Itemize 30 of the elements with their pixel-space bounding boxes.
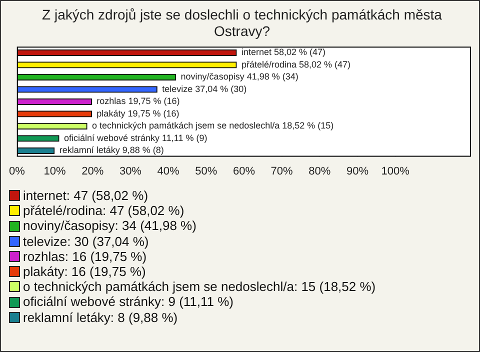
text: plakáty: 16 (19,75 %) <box>23 264 146 280</box>
x-tick-label: 60% <box>232 165 256 178</box>
x-tick-label: 90% <box>346 165 369 178</box>
category-label: televize 37,04 % (30) <box>162 84 247 94</box>
text: přátelé/rodina: 47 (58,02 %) <box>23 203 184 218</box>
x-tick-label: 0% <box>8 165 26 178</box>
text: oficiální webové stránky: 9 (11,11 %) <box>23 294 234 310</box>
x-tick-label: 50% <box>195 165 218 178</box>
x-tick-label: 40% <box>157 165 180 178</box>
text: rozhlas: 16 (19,75 %) <box>23 248 147 264</box>
category-label: internet 58,02 % (47) <box>241 47 326 58</box>
text: noviny/časopisy: 34 (41,98 %) <box>23 218 196 234</box>
category-label: o technických památkách jsem se nedoslechl/a 18,52 % (15) <box>92 120 334 131</box>
x-tick-label: 30% <box>119 165 142 178</box>
category-label: oficiální webové stránky 11,11 % (9) <box>64 132 208 143</box>
text: internet: 47 (58,02 %) <box>23 188 148 204</box>
category-label: reklamní letáky 9,88 % (8) <box>59 145 164 156</box>
x-tick-label: 20% <box>82 165 104 178</box>
chart-title: Z jakých zdrojů jste se doslechli o technických památkách města Ostravy? <box>42 6 442 40</box>
category-label: rozhlas 19,75 % (16) <box>96 96 180 106</box>
x-tick-label: 100% <box>381 165 410 178</box>
category-label: plakáty 19,75 % (16) <box>96 108 180 118</box>
text: o technických památkách jsem se nedoslechl/a: 15 (18,52 %) <box>23 279 376 294</box>
category-label: noviny/časopisy 41,98 % (34) <box>180 72 298 82</box>
text: televize: 30 (37,04 %) <box>23 234 149 249</box>
x-tick-label: 80% <box>308 165 331 178</box>
x-tick-label: 70% <box>270 165 294 178</box>
x-tick-label: 10% <box>44 165 66 178</box>
category-label: přátelé/rodina 58,02 % (47) <box>241 59 351 70</box>
text: reklamní letáky: 8 (9,88 %) <box>23 310 178 325</box>
